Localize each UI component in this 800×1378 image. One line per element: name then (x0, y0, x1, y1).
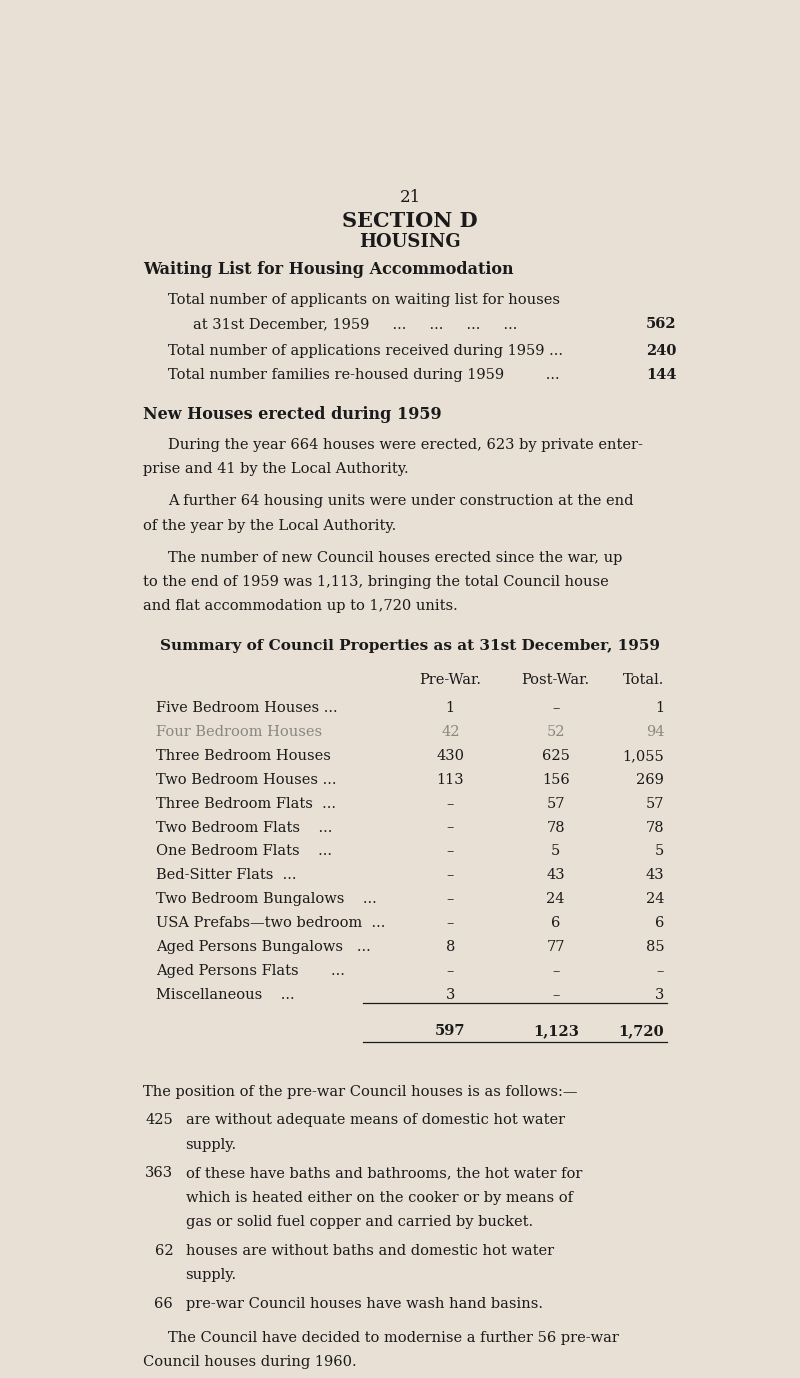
Text: Post-War.: Post-War. (522, 672, 590, 686)
Text: of these have baths and bathrooms, the hot water for: of these have baths and bathrooms, the h… (186, 1166, 582, 1181)
Text: 3: 3 (655, 988, 664, 1002)
Text: 1: 1 (446, 701, 455, 715)
Text: and flat accommodation up to 1,720 units.: and flat accommodation up to 1,720 units… (143, 599, 458, 613)
Text: 1: 1 (655, 701, 664, 715)
Text: 57: 57 (546, 796, 565, 810)
Text: 430: 430 (436, 750, 464, 763)
Text: 66: 66 (154, 1297, 173, 1310)
Text: 1,055: 1,055 (622, 750, 664, 763)
Text: 62: 62 (154, 1244, 173, 1258)
Text: 43: 43 (546, 868, 565, 882)
Text: 57: 57 (646, 796, 664, 810)
Text: 5: 5 (655, 845, 664, 858)
Text: 6: 6 (655, 916, 664, 930)
Text: 1,123: 1,123 (533, 1024, 578, 1038)
Text: Waiting List for Housing Accommodation: Waiting List for Housing Accommodation (143, 260, 514, 278)
Text: USA Prefabs—two bedroom  ...: USA Prefabs—two bedroom ... (156, 916, 385, 930)
Text: 6: 6 (551, 916, 560, 930)
Text: 144: 144 (646, 368, 677, 382)
Text: Three Bedroom Flats  ...: Three Bedroom Flats ... (156, 796, 336, 810)
Text: 597: 597 (435, 1024, 466, 1038)
Text: pre-war Council houses have wash hand basins.: pre-war Council houses have wash hand ba… (186, 1297, 542, 1310)
Text: Pre-War.: Pre-War. (419, 672, 482, 686)
Text: Total number of applicants on waiting list for houses: Total number of applicants on waiting li… (168, 292, 560, 307)
Text: gas or solid fuel copper and carried by bucket.: gas or solid fuel copper and carried by … (186, 1215, 533, 1229)
Text: Total.: Total. (623, 672, 664, 686)
Text: supply.: supply. (186, 1138, 237, 1152)
Text: 562: 562 (646, 317, 677, 331)
Text: 5: 5 (551, 845, 560, 858)
Text: prise and 41 by the Local Authority.: prise and 41 by the Local Authority. (143, 463, 409, 477)
Text: which is heated either on the cooker or by means of: which is heated either on the cooker or … (186, 1191, 573, 1204)
Text: 8: 8 (446, 940, 455, 954)
Text: 625: 625 (542, 750, 570, 763)
Text: to the end of 1959 was 1,113, bringing the total Council house: to the end of 1959 was 1,113, bringing t… (143, 575, 609, 588)
Text: –: – (552, 963, 559, 978)
Text: 85: 85 (646, 940, 664, 954)
Text: houses are without baths and domestic hot water: houses are without baths and domestic ho… (186, 1244, 554, 1258)
Text: One Bedroom Flats    ...: One Bedroom Flats ... (156, 845, 332, 858)
Text: 52: 52 (546, 725, 565, 739)
Text: 1,720: 1,720 (618, 1024, 664, 1038)
Text: 24: 24 (646, 892, 664, 907)
Text: 24: 24 (546, 892, 565, 907)
Text: During the year 664 houses were erected, 623 by private enter-: During the year 664 houses were erected,… (168, 438, 643, 452)
Text: Three Bedroom Houses: Three Bedroom Houses (156, 750, 330, 763)
Text: Aged Persons Flats       ...: Aged Persons Flats ... (156, 963, 345, 978)
Text: supply.: supply. (186, 1268, 237, 1283)
Text: 363: 363 (145, 1166, 173, 1181)
Text: The Council have decided to modernise a further 56 pre-war: The Council have decided to modernise a … (168, 1331, 619, 1345)
Text: 94: 94 (646, 725, 664, 739)
Text: Two Bedroom Houses ...: Two Bedroom Houses ... (156, 773, 336, 787)
Text: 240: 240 (646, 343, 677, 358)
Text: are without adequate means of domestic hot water: are without adequate means of domestic h… (186, 1113, 565, 1127)
Text: 269: 269 (636, 773, 664, 787)
Text: 78: 78 (546, 820, 565, 835)
Text: at 31st December, 1959     ...     ...     ...     ...: at 31st December, 1959 ... ... ... ... (193, 317, 518, 331)
Text: 156: 156 (542, 773, 570, 787)
Text: 78: 78 (646, 820, 664, 835)
Text: 113: 113 (437, 773, 464, 787)
Text: –: – (446, 916, 454, 930)
Text: 43: 43 (646, 868, 664, 882)
Text: –: – (552, 701, 559, 715)
Text: –: – (446, 820, 454, 835)
Text: 425: 425 (146, 1113, 173, 1127)
Text: Total number families re-housed during 1959         ...: Total number families re-housed during 1… (168, 368, 560, 382)
Text: –: – (552, 988, 559, 1002)
Text: –: – (446, 845, 454, 858)
Text: The number of new Council houses erected since the war, up: The number of new Council houses erected… (168, 551, 622, 565)
Text: 3: 3 (446, 988, 455, 1002)
Text: Four Bedroom Houses: Four Bedroom Houses (156, 725, 322, 739)
Text: 77: 77 (546, 940, 565, 954)
Text: of the year by the Local Authority.: of the year by the Local Authority. (143, 518, 397, 533)
Text: Aged Persons Bungalows   ...: Aged Persons Bungalows ... (156, 940, 370, 954)
Text: 42: 42 (441, 725, 459, 739)
Text: –: – (657, 963, 664, 978)
Text: Bed-Sitter Flats  ...: Bed-Sitter Flats ... (156, 868, 296, 882)
Text: New Houses erected during 1959: New Houses erected during 1959 (143, 407, 442, 423)
Text: SECTION D: SECTION D (342, 211, 478, 232)
Text: A further 64 housing units were under construction at the end: A further 64 housing units were under co… (168, 495, 634, 508)
Text: HOUSING: HOUSING (359, 233, 461, 251)
Text: Two Bedroom Flats    ...: Two Bedroom Flats ... (156, 820, 332, 835)
Text: Miscellaneous    ...: Miscellaneous ... (156, 988, 294, 1002)
Text: Five Bedroom Houses ...: Five Bedroom Houses ... (156, 701, 338, 715)
Text: –: – (446, 892, 454, 907)
Text: –: – (446, 963, 454, 978)
Text: –: – (446, 868, 454, 882)
Text: Council houses during 1960.: Council houses during 1960. (143, 1356, 357, 1370)
Text: 21: 21 (399, 189, 421, 205)
Text: Total number of applications received during 1959 ...: Total number of applications received du… (168, 343, 563, 358)
Text: Two Bedroom Bungalows    ...: Two Bedroom Bungalows ... (156, 892, 377, 907)
Text: Summary of Council Properties as at 31st December, 1959: Summary of Council Properties as at 31st… (160, 638, 660, 653)
Text: –: – (446, 796, 454, 810)
Text: The position of the pre-war Council houses is as follows:—: The position of the pre-war Council hous… (143, 1084, 578, 1098)
